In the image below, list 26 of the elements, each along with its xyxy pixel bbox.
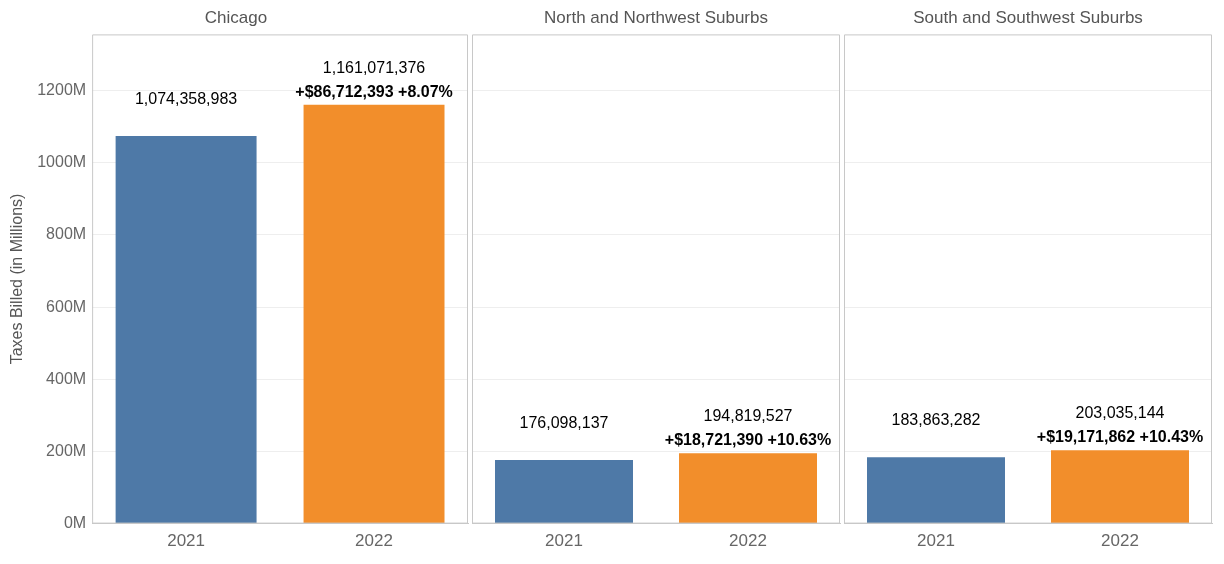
data-label: 1,161,071,376 — [322, 58, 426, 76]
data-label: 194,819,527 — [703, 407, 793, 425]
data-label: 1,074,358,983 — [134, 90, 238, 108]
x-tick-label: 2021 — [917, 531, 955, 551]
data-label: 176,098,137 — [519, 414, 609, 432]
x-tick-label: 2022 — [729, 531, 767, 551]
y-tick-label: 600M — [46, 297, 87, 315]
x-tick-label: 2022 — [1101, 531, 1139, 551]
annotation: +$19,171,862 +10.43% — [1036, 428, 1204, 446]
y-tick-label: 1000M — [37, 153, 87, 171]
annotation: +$18,721,390 +10.63% — [664, 431, 832, 449]
annotation: +$86,712,393 +8.07% — [295, 82, 453, 100]
data-label: 183,863,282 — [891, 411, 981, 429]
x-tick-label: 2021 — [167, 531, 206, 551]
y-axis-title: Taxes Billed (in Millions) — [8, 193, 26, 365]
y-tick-label: 400M — [46, 369, 87, 387]
x-tick-label: 2021 — [545, 531, 583, 551]
chart-title: Chicago — [204, 7, 268, 27]
chart-title: South and Southwest Suburbs — [913, 7, 1143, 27]
data-label: 203,035,144 — [1075, 404, 1165, 422]
chart-title: North and Northwest Suburbs — [544, 7, 768, 27]
y-tick-label: 200M — [46, 441, 87, 459]
x-tick-label: 2022 — [355, 531, 393, 551]
y-tick-label: 1200M — [37, 81, 87, 99]
y-tick-label: 800M — [46, 225, 87, 243]
y-tick-label: 0M — [63, 514, 87, 532]
